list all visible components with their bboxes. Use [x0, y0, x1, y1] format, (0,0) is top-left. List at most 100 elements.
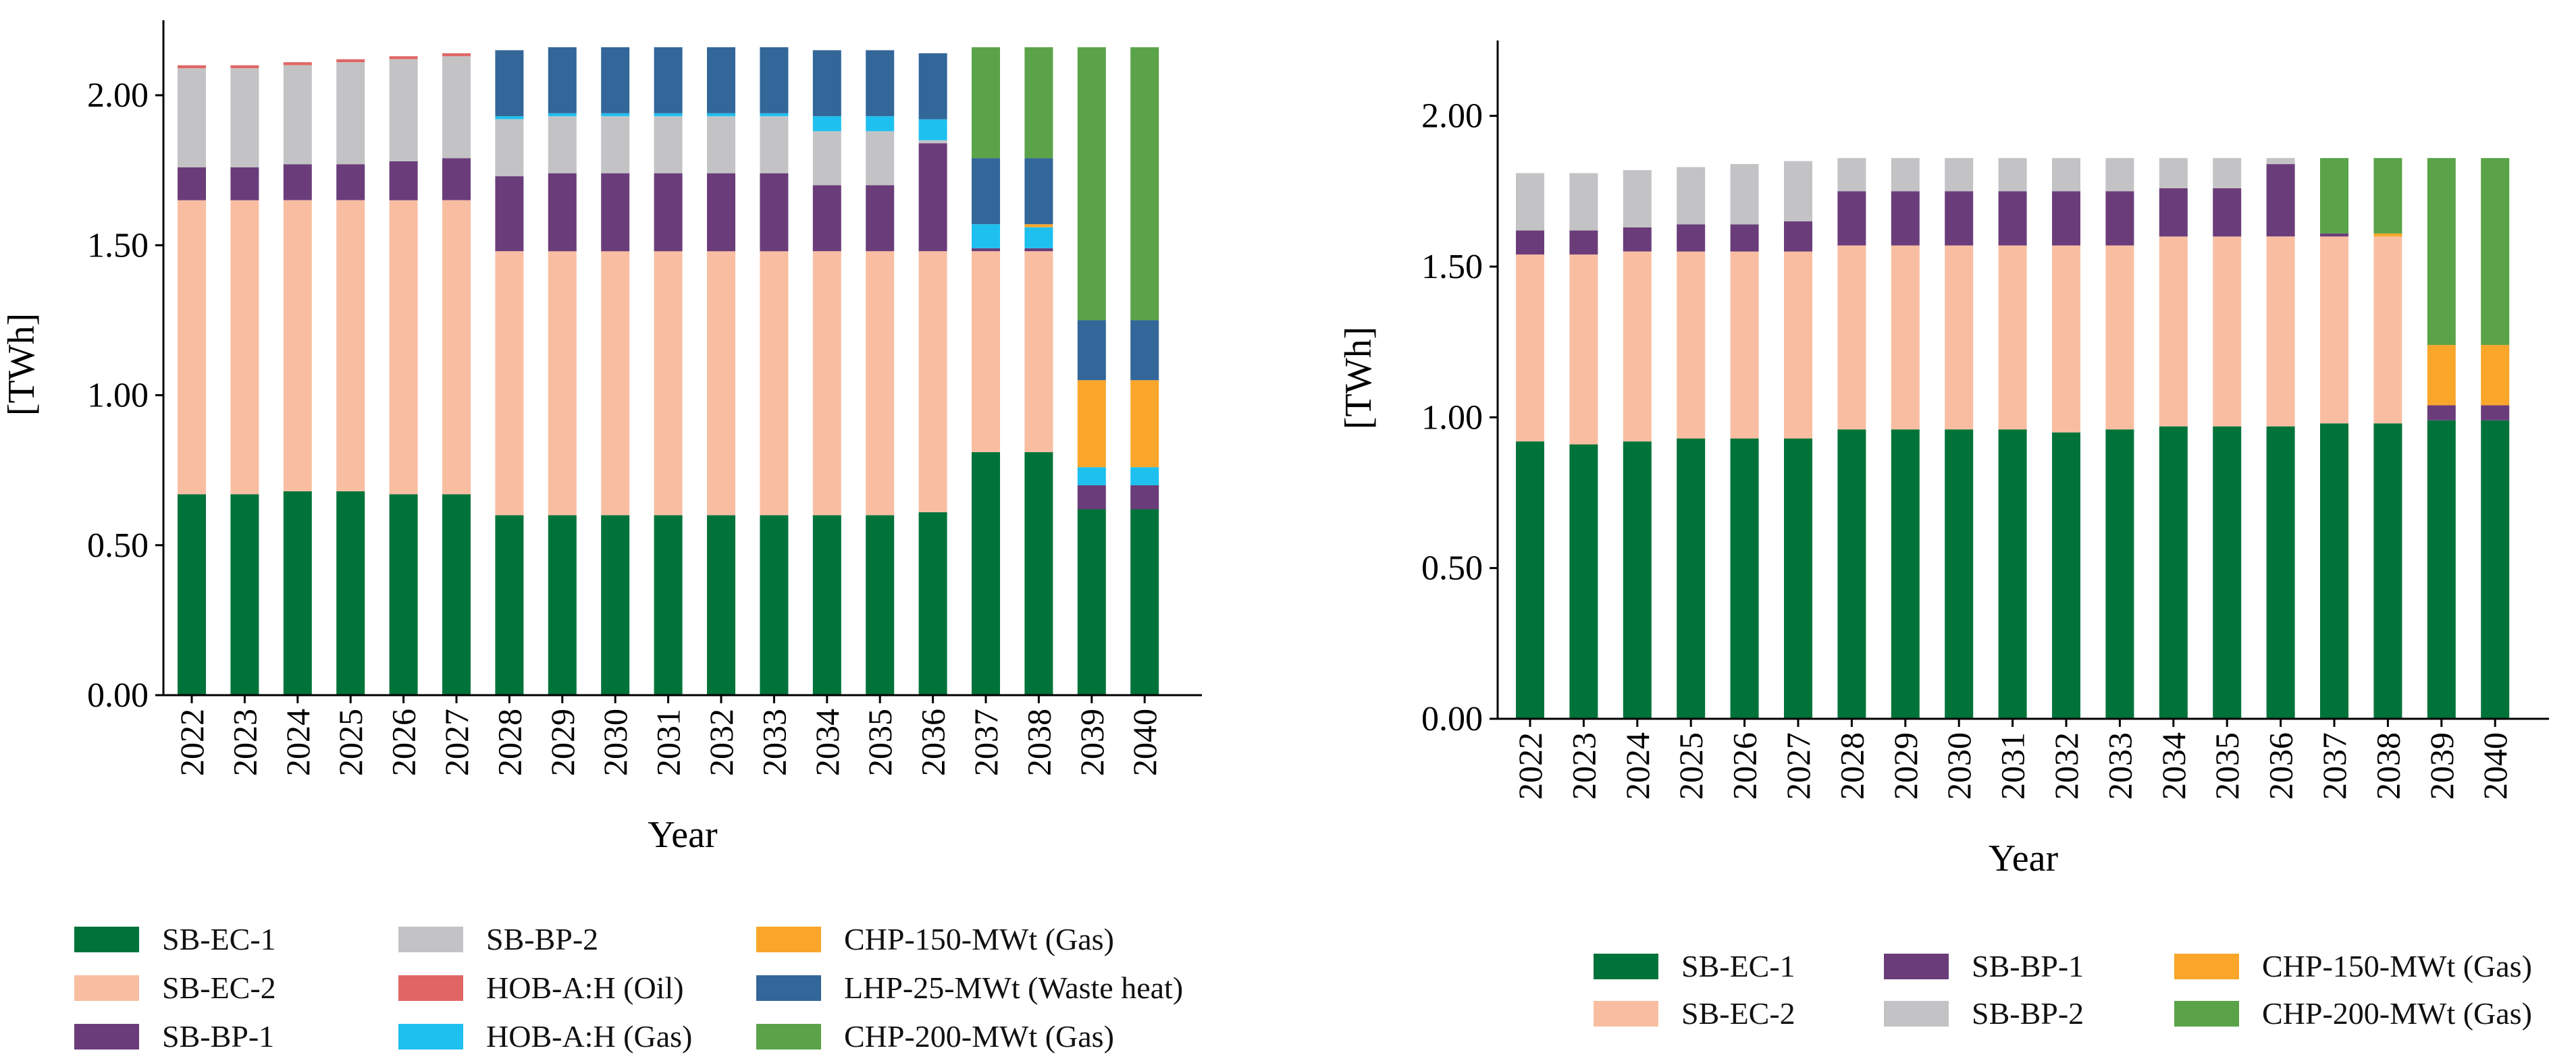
right-bar-2032-series-1: [2052, 245, 2080, 433]
right-bar-2038-series-5: [2373, 158, 2402, 234]
left-bar-2024-series-1: [283, 200, 312, 491]
left-x-tick-label: 2029: [544, 709, 581, 776]
right-x-tick-label: 2031: [1994, 732, 2032, 800]
right-legend-label: SB-EC-1: [1681, 949, 1795, 983]
right-bar-2024-series-3: [1623, 170, 1652, 227]
left-bar-2038-series-0: [1024, 452, 1053, 695]
left-bar-2037-series-7: [972, 158, 1000, 225]
right-bar-2035-series-0: [2213, 426, 2242, 719]
right-bar-2035-series-1: [2213, 236, 2242, 427]
left-bar-2029-series-0: [548, 515, 577, 695]
right-bar-2031-series-0: [1998, 429, 2027, 719]
right-bar-2022-series-0: [1516, 441, 1544, 719]
left-x-tick-label: 2038: [1020, 709, 1057, 776]
left-bar-2033-series-5: [760, 113, 789, 117]
left-bar-2028-series-5: [495, 116, 524, 119]
left-legend-item: SB-EC-2: [74, 970, 276, 1006]
left-bar-2039-series-7: [1077, 320, 1106, 381]
left-bar-2030-series-2: [601, 173, 630, 252]
left-bar-2039-series-8: [1077, 47, 1106, 321]
left-bar-2035-series-2: [866, 185, 895, 252]
left-bar-2032-series-1: [707, 251, 735, 516]
right-bar-2026-series-1: [1730, 251, 1759, 439]
right-x-tick-label: 2027: [1779, 732, 1817, 800]
left-x-tick-label: 2036: [914, 709, 952, 776]
left-bar-2022-series-4: [178, 65, 206, 69]
right-bar-2026-series-0: [1730, 438, 1759, 719]
right-x-tick-label: 2033: [2101, 732, 2138, 800]
right-bar-2022-series-1: [1516, 254, 1544, 441]
left-x-tick-label: 2023: [226, 709, 263, 776]
right-bar-2022-series-2: [1516, 230, 1544, 255]
left-x-tick-label: 2033: [755, 709, 793, 776]
left-bar-2031-series-3: [654, 116, 683, 173]
right-legend-swatch: [1594, 1000, 1658, 1027]
left-bar-2030-series-5: [601, 113, 630, 117]
right-bar-2029-series-1: [1891, 245, 1920, 430]
right-bar-2028-series-1: [1837, 245, 1866, 430]
left-bar-2026-series-0: [389, 494, 418, 695]
right-x-tick-label: 2032: [2047, 732, 2085, 800]
left-bar-2025-series-0: [336, 491, 365, 695]
left-bar-2025-series-2: [336, 164, 365, 200]
left-bar-2031-series-7: [654, 47, 683, 113]
right-legend-swatch: [1884, 953, 1949, 979]
left-bar-2033-series-2: [760, 173, 789, 252]
right-y-tick-label: 0.50: [1421, 549, 1483, 588]
right-x-tick-label: 2030: [1940, 732, 1978, 800]
left-y-tick-label: 1.50: [87, 226, 149, 265]
left-bar-2026-series-1: [389, 200, 418, 495]
left-bar-2024-series-0: [283, 491, 312, 695]
left-bar-2023-series-2: [230, 167, 259, 200]
right-bar-2039-series-0: [2427, 420, 2456, 719]
left-bar-2037-series-8: [972, 47, 1000, 159]
left-bar-2040-series-0: [1130, 509, 1159, 695]
left-x-tick-label: 2028: [490, 709, 528, 776]
right-x-tick-label: 2040: [2476, 732, 2514, 800]
right-bar-2030-series-1: [1945, 245, 1974, 430]
right-bar-2036-series-0: [2266, 426, 2295, 719]
right-bar-2027-series-0: [1784, 438, 1812, 719]
right-bar-2025-series-2: [1677, 224, 1706, 252]
right-x-tick-label: 2028: [1833, 732, 1870, 800]
left-bar-2030-series-3: [601, 116, 630, 173]
right-legend-label: CHP-150-MWt (Gas): [2262, 949, 2532, 983]
left-bar-2040-series-2: [1130, 485, 1159, 510]
right-x-tick-label: 2036: [2262, 732, 2300, 800]
left-x-tick-label: 2032: [702, 709, 740, 776]
left-legend-swatch: [756, 1023, 821, 1050]
left-bar-2025-series-3: [336, 62, 365, 165]
left-legend-label: SB-EC-2: [162, 971, 276, 1005]
left-legend-swatch: [398, 975, 463, 1001]
left-bar-2034-series-1: [812, 251, 841, 516]
left-legend-item: LHP-25-MWt (Waste heat): [756, 970, 1183, 1006]
left-legend-item: HOB-A:H (Oil): [398, 970, 684, 1006]
left-bar-2032-series-0: [707, 515, 735, 695]
right-bar-2037-series-0: [2320, 423, 2348, 719]
right-legend-label: SB-BP-2: [1972, 996, 2084, 1031]
right-bar-2024-series-1: [1623, 251, 1652, 442]
left-bar-2032-series-3: [707, 116, 735, 173]
right-bar-2030-series-2: [1945, 191, 1974, 246]
left-legend-swatch: [756, 926, 821, 952]
left-x-tick-label: 2030: [596, 709, 634, 776]
left-bar-2036-series-7: [918, 53, 947, 119]
right-x-tick-label: 2029: [1887, 732, 1924, 800]
left-bar-2026-series-4: [389, 56, 418, 59]
left-bar-2025-series-4: [336, 59, 365, 63]
right-bar-2029-series-3: [1891, 158, 1920, 192]
right-bar-2037-series-1: [2320, 236, 2348, 424]
left-bar-2031-series-2: [654, 173, 683, 252]
left-bar-2032-series-7: [707, 47, 735, 113]
right-y-axis-label: [TWh]: [1338, 327, 1379, 429]
left-chart: 0.00 0.50 1.00 1.50 2.00 2022 2023 2024 2025 2026…: [1, 20, 1202, 856]
left-x-tick-label: 2040: [1126, 709, 1163, 776]
right-bar-2024-series-0: [1623, 441, 1652, 719]
left-legend-item: HOB-A:H (Gas): [398, 1018, 692, 1054]
left-bar-2036-series-1: [918, 251, 947, 512]
left-bar-2026-series-3: [389, 59, 418, 161]
left-x-tick-label: 2035: [861, 709, 899, 776]
right-bar-2037-series-2: [2320, 233, 2348, 237]
left-x-tick-label: 2026: [385, 709, 423, 776]
right-bar-2029-series-2: [1891, 191, 1920, 246]
